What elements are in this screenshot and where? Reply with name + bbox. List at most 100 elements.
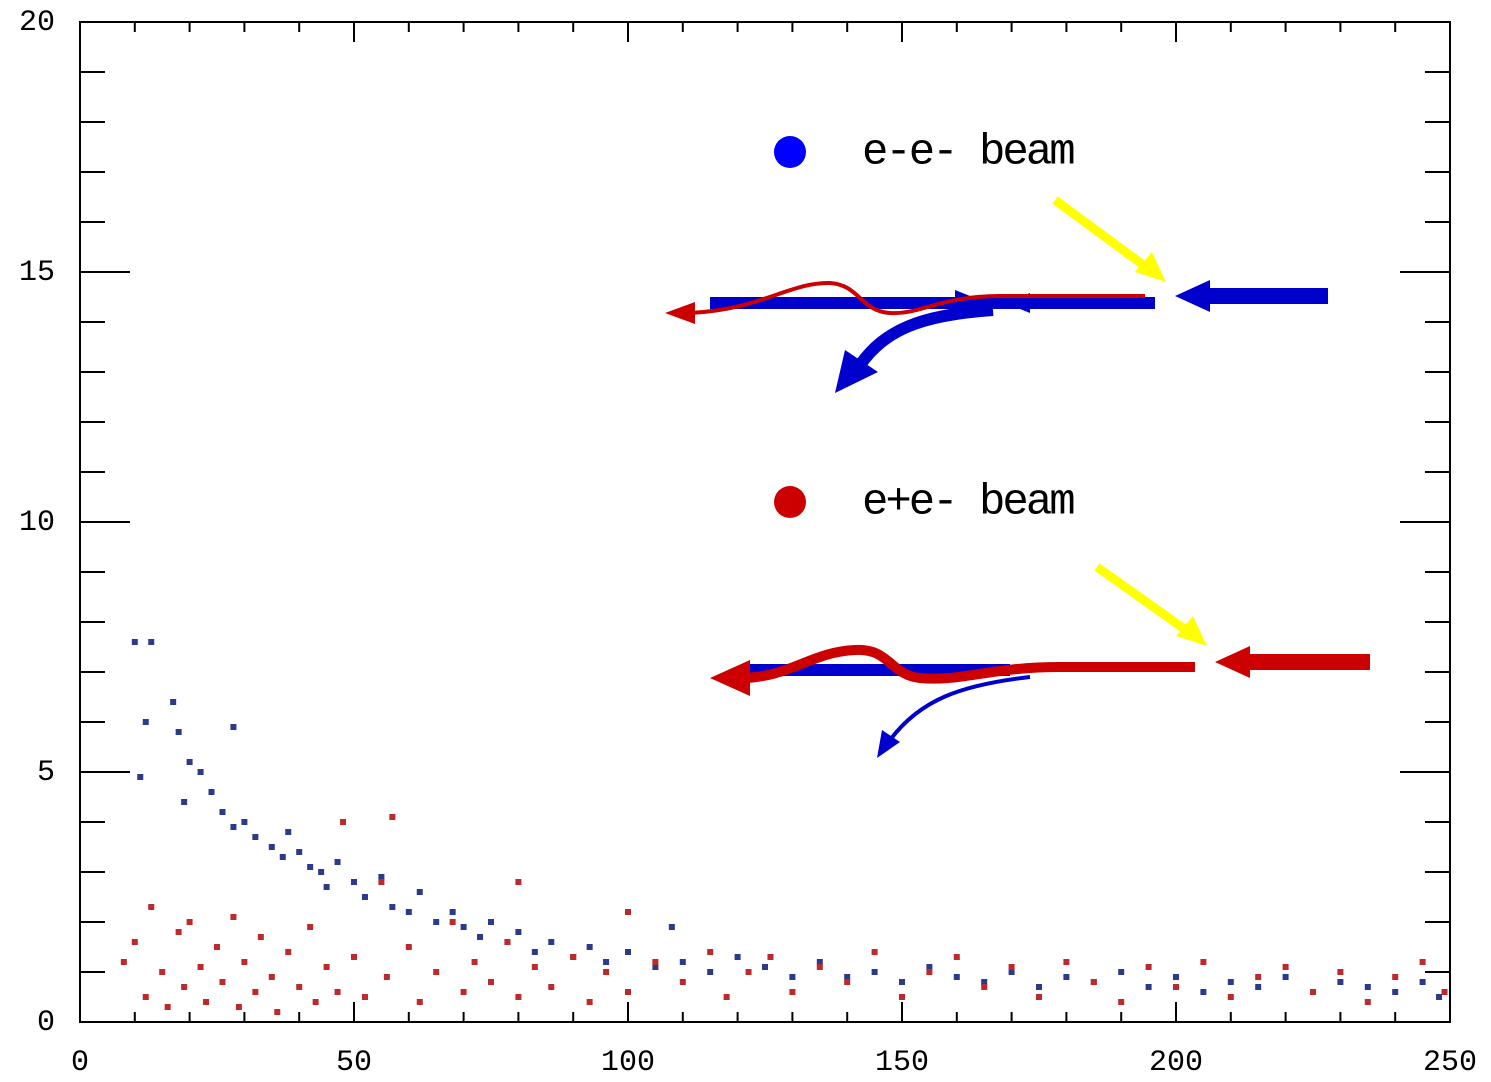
point <box>679 959 686 965</box>
point <box>926 969 933 975</box>
point <box>1441 989 1448 995</box>
blue-incoming-head <box>1175 280 1210 312</box>
point <box>488 919 494 925</box>
point <box>214 944 220 950</box>
point <box>159 969 166 975</box>
point <box>142 719 149 725</box>
point <box>652 964 659 970</box>
point <box>1227 979 1234 985</box>
point <box>1310 989 1316 995</box>
point <box>707 949 714 955</box>
point <box>899 979 905 985</box>
point <box>1227 994 1234 1000</box>
point <box>515 929 522 935</box>
point <box>1200 959 1207 965</box>
point <box>652 959 659 965</box>
point <box>274 1009 281 1015</box>
point <box>1419 979 1426 985</box>
point <box>219 979 226 985</box>
point <box>871 949 878 955</box>
point <box>170 699 177 705</box>
point <box>120 959 127 965</box>
point <box>477 934 484 940</box>
point <box>515 879 522 885</box>
x-tick-label: 0 <box>71 1046 89 1080</box>
point <box>340 819 347 825</box>
red-wavy-head <box>665 302 695 324</box>
point <box>433 969 440 975</box>
point <box>230 724 237 730</box>
point <box>816 959 823 965</box>
point <box>745 969 752 975</box>
point <box>953 954 960 960</box>
point <box>570 954 577 960</box>
point <box>323 964 330 970</box>
point <box>296 849 303 855</box>
point <box>1255 984 1262 990</box>
point <box>734 954 741 960</box>
point <box>1436 994 1443 1000</box>
point <box>789 989 796 995</box>
point <box>1145 984 1152 990</box>
point <box>383 974 390 980</box>
yellow-arrow <box>1094 563 1193 637</box>
legend-marker <box>774 486 806 518</box>
point <box>471 959 478 965</box>
point <box>405 944 412 950</box>
point <box>164 1004 171 1010</box>
points <box>120 639 1448 1015</box>
y-tick-label: 5 <box>37 756 55 790</box>
point <box>351 879 357 885</box>
red-wavy <box>739 644 1195 684</box>
point <box>279 854 286 860</box>
point <box>307 924 314 930</box>
point <box>252 989 259 995</box>
point <box>515 994 522 1000</box>
blue-deflected <box>855 304 994 369</box>
point <box>416 999 423 1005</box>
point <box>296 984 303 990</box>
point <box>175 929 182 935</box>
point <box>625 909 631 915</box>
point <box>312 999 319 1005</box>
point <box>1392 989 1399 995</box>
blue-deflected <box>888 675 1031 742</box>
point <box>723 994 730 1000</box>
point <box>148 904 155 910</box>
point <box>1173 984 1179 990</box>
point <box>899 994 905 1000</box>
point <box>197 769 204 775</box>
point <box>1337 979 1344 985</box>
point <box>186 759 193 765</box>
y-tick-label: 15 <box>19 256 55 290</box>
point <box>679 979 686 985</box>
legend-label: e+e- beam <box>862 478 1074 528</box>
point <box>285 829 292 835</box>
x-tick-label: 250 <box>1423 1046 1477 1080</box>
point <box>203 999 210 1005</box>
point <box>981 979 988 985</box>
point <box>668 924 675 930</box>
point <box>1392 974 1399 980</box>
point <box>307 864 314 870</box>
point <box>844 979 851 985</box>
x-tick-label: 50 <box>336 1046 372 1080</box>
point <box>361 894 368 900</box>
point <box>953 974 960 980</box>
point <box>1337 969 1344 975</box>
point <box>981 984 988 990</box>
point <box>351 954 357 960</box>
point <box>378 879 385 885</box>
point <box>449 919 456 925</box>
point <box>460 924 467 930</box>
point <box>268 844 275 850</box>
point <box>789 974 796 980</box>
red-incoming-head <box>1215 646 1250 678</box>
point <box>416 889 423 895</box>
point <box>1090 979 1097 985</box>
point <box>148 639 155 645</box>
point <box>1364 984 1371 990</box>
point <box>1419 959 1426 965</box>
point <box>816 964 823 970</box>
